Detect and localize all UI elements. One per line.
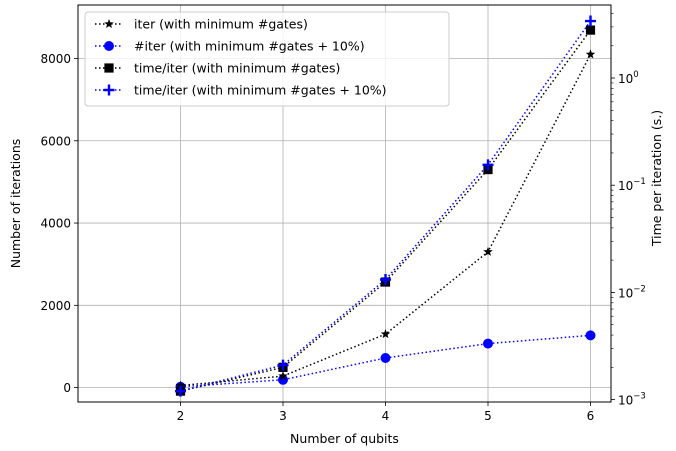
legend: iter (with minimum #gates) #iter (with mi… bbox=[84, 11, 450, 107]
legend-item: iter (with minimum #gates) bbox=[95, 17, 308, 32]
y-tick-label: 6000 bbox=[40, 134, 71, 148]
series-4 bbox=[175, 15, 596, 397]
y2-tick-label: 100 bbox=[618, 70, 639, 86]
x-tick-label: 6 bbox=[587, 409, 595, 423]
x-tick-label: 3 bbox=[279, 409, 287, 423]
legend-item: time/iter (with minimum #gates) bbox=[95, 61, 340, 76]
y2-tick-label: 10−3 bbox=[618, 392, 646, 408]
x-tick-label: 4 bbox=[382, 409, 390, 423]
data-point-circle bbox=[104, 41, 114, 51]
legend-label: #iter (with minimum #gates + 10%) bbox=[134, 39, 365, 54]
x-tick-label: 2 bbox=[177, 409, 185, 423]
series-line bbox=[180, 29, 592, 392]
data-point-star bbox=[585, 49, 596, 59]
data-point-star bbox=[380, 329, 391, 339]
data-point-star bbox=[278, 371, 288, 381]
series-layer bbox=[175, 15, 596, 397]
legend-item: #iter (with minimum #gates + 10%) bbox=[95, 39, 365, 54]
data-point-plus bbox=[103, 84, 115, 96]
data-point-plus bbox=[380, 273, 391, 285]
x-tick-label: 5 bbox=[484, 409, 492, 423]
y-axis-left: 0 2000 4000 6000 8000 bbox=[40, 52, 78, 395]
legend-label: iter (with minimum #gates) bbox=[134, 17, 308, 32]
series-line bbox=[180, 54, 592, 387]
x-axis-label: Number of qubits bbox=[290, 431, 399, 446]
data-point-circle bbox=[380, 352, 391, 363]
y-tick-label: 4000 bbox=[40, 217, 71, 231]
series-1 bbox=[175, 49, 596, 390]
data-point-star bbox=[175, 380, 186, 390]
plot-frame bbox=[77, 4, 612, 403]
legend-box bbox=[84, 11, 450, 107]
y-tick-label: 0 bbox=[63, 381, 71, 395]
legend-item: time/iter (with minimum #gates + 10%) bbox=[95, 83, 387, 98]
data-point-star bbox=[483, 246, 493, 256]
y-tick-label: 8000 bbox=[40, 52, 71, 66]
y-tick-label: 2000 bbox=[40, 299, 71, 313]
data-point-plus bbox=[482, 159, 494, 171]
legend-label: time/iter (with minimum #gates + 10%) bbox=[134, 83, 387, 98]
data-point-square bbox=[585, 25, 596, 35]
y2-tick-label: 10−2 bbox=[618, 284, 646, 300]
legend-label: time/iter (with minimum #gates) bbox=[134, 61, 340, 76]
y2-axis-label: Time per iteration (s.) bbox=[649, 110, 664, 247]
y2-tick-label: 10−1 bbox=[618, 177, 646, 193]
data-point-circle bbox=[483, 338, 493, 349]
series-line bbox=[180, 334, 591, 388]
data-point-plus bbox=[277, 359, 289, 371]
data-point-square bbox=[104, 63, 114, 73]
data-point-plus bbox=[585, 15, 596, 27]
y-axis-label: Number of iterations bbox=[8, 139, 23, 269]
data-point-plus bbox=[175, 385, 186, 397]
y-axis-right: 10−3 10−2 10−1 100 bbox=[611, 13, 646, 408]
data-point-circle bbox=[278, 374, 288, 385]
data-point-circle bbox=[585, 330, 596, 341]
x-axis: 2 3 4 5 6 bbox=[177, 402, 595, 423]
data-point-star bbox=[104, 19, 114, 29]
